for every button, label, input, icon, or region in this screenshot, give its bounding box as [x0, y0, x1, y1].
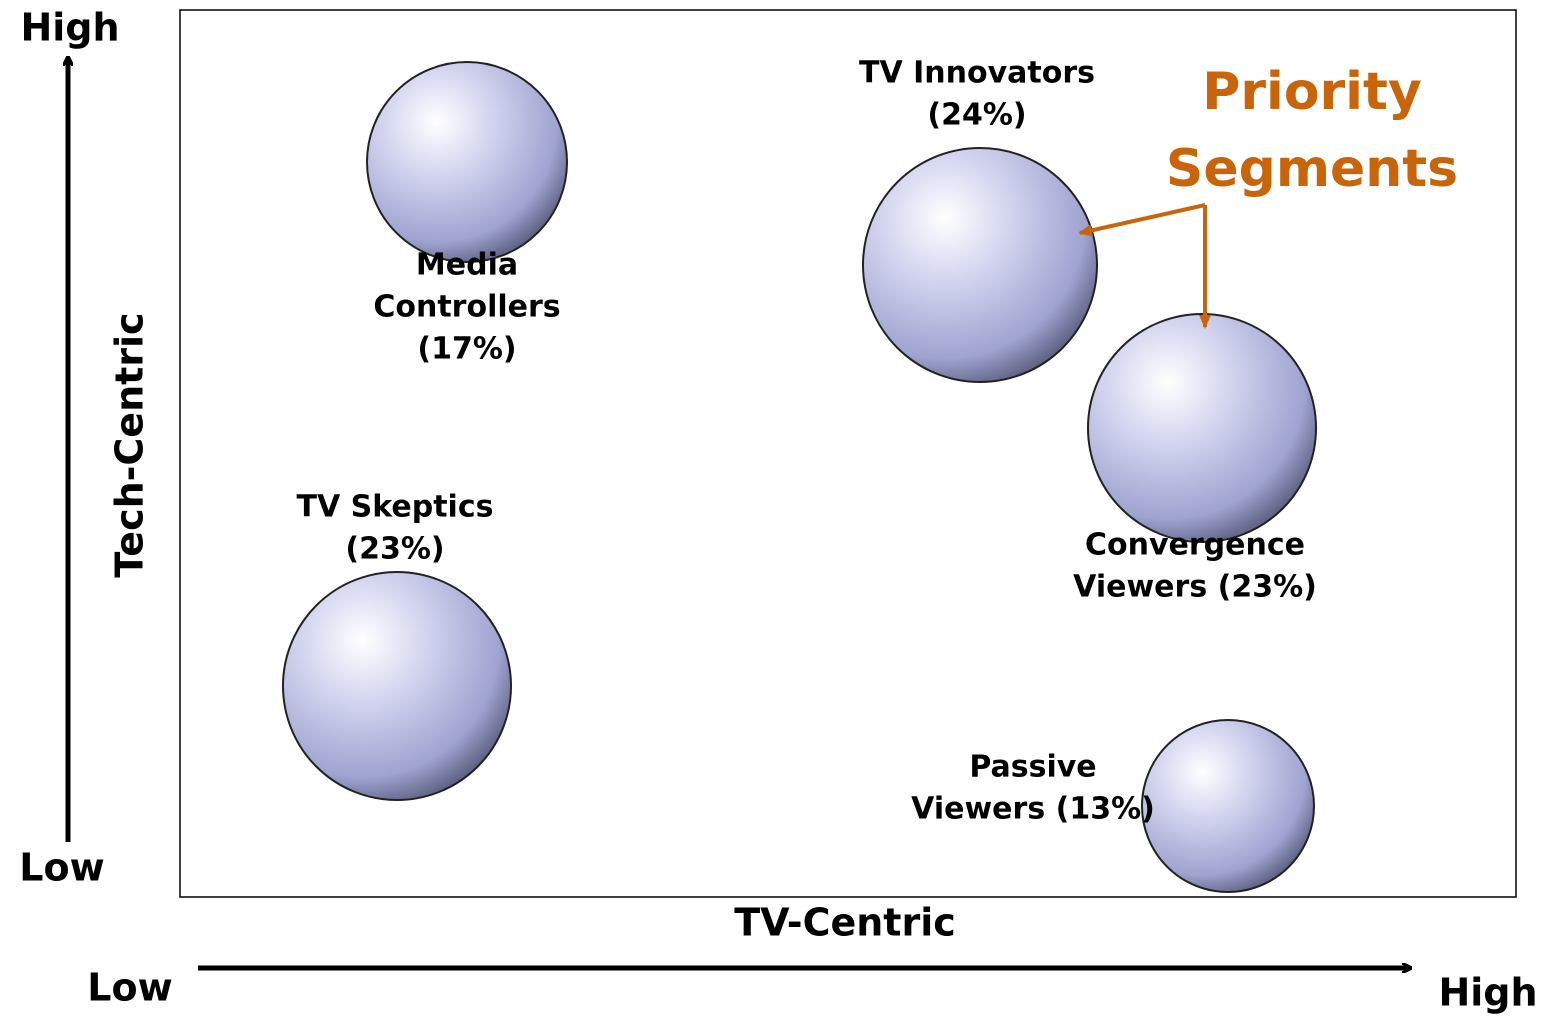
node-label: Viewers (23%)	[1073, 570, 1317, 605]
bubble	[1087, 313, 1317, 543]
callout-label: Segments	[1166, 139, 1458, 199]
labels: Media Controllers (17%) TV Innovators (24%) C…	[297, 56, 1459, 827]
y-high: High	[20, 6, 119, 50]
x-high: High	[1438, 971, 1537, 1015]
bubble	[366, 61, 568, 263]
y-label: Tech-Centric	[108, 312, 152, 577]
bubble	[1141, 719, 1315, 893]
node-label: Convergence	[1085, 528, 1305, 563]
node-label: (23%)	[345, 532, 444, 567]
node-label: Controllers	[373, 290, 560, 325]
node-label: (17%)	[417, 332, 516, 367]
x-label: TV-Centric	[734, 901, 956, 945]
plot-frame	[179, 9, 1517, 898]
callout-arrow	[1078, 203, 1206, 237]
callout-label: Priority	[1202, 62, 1422, 122]
node-label: (24%)	[927, 98, 1026, 133]
bubbles	[282, 61, 1317, 893]
node-label: TV Skeptics	[297, 490, 494, 525]
node-label: Passive	[969, 750, 1096, 785]
node-label: TV Innovators	[859, 56, 1095, 91]
node-label: Viewers (13%)	[911, 792, 1155, 827]
x-low: Low	[87, 966, 172, 1010]
bubble	[282, 571, 512, 801]
node-label: Media	[416, 248, 518, 283]
y-low: Low	[19, 846, 104, 890]
bubble	[862, 147, 1098, 383]
